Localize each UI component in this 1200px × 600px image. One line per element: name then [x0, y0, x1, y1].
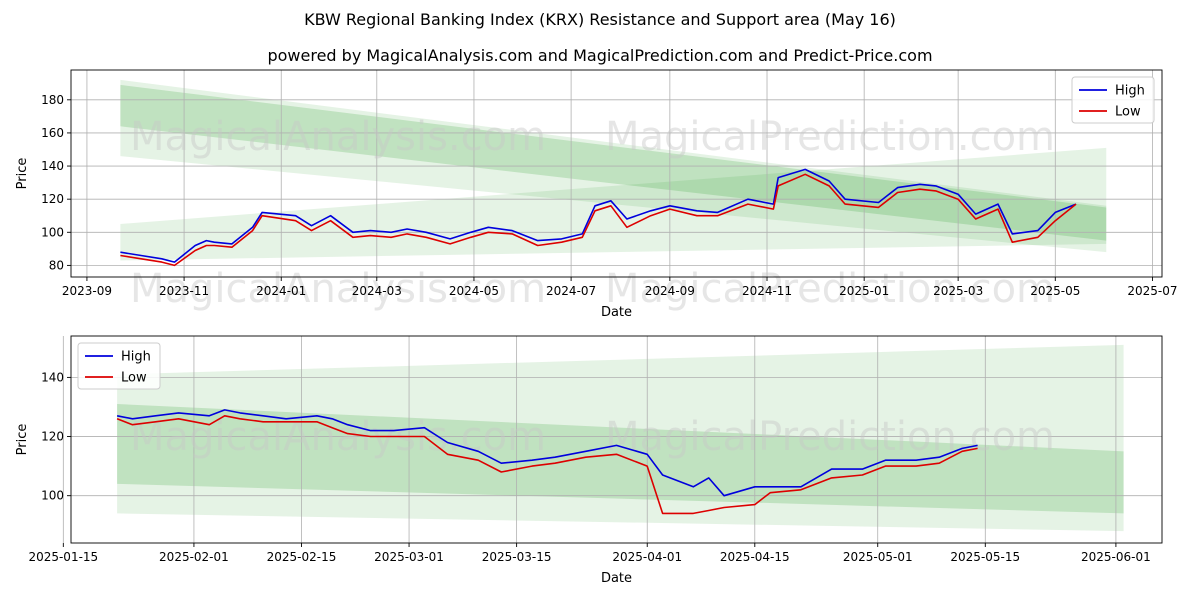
watermarks: MagicalAnalysis.com MagicalPrediction.com [130, 414, 1055, 460]
plot-frame [70, 69, 1163, 278]
legend-label-high: High [1115, 84, 1145, 99]
x-tick-label: 2023-11 [159, 284, 209, 298]
x-tick-label: 2023-09 [62, 284, 112, 298]
series-line-high [116, 409, 978, 497]
x-tick-label: 2024-03 [352, 284, 402, 298]
y-tick-label: 180 [41, 93, 64, 107]
y-axis-label: Price [15, 424, 30, 456]
recent-zoom-chart: MagicalAnalysis.com MagicalPrediction.com… [15, 335, 1163, 586]
watermark-text: MagicalAnalysis.com [130, 114, 546, 160]
x-tick-label: 2025-03-01 [374, 550, 444, 564]
band-layer [117, 344, 1124, 532]
x-tick-label: 2025-02-01 [159, 550, 229, 564]
y-axis-label: Price [15, 158, 30, 190]
y-tick-label: 80 [49, 258, 64, 272]
x-axis-label: Date [601, 305, 632, 320]
x-tick-label: 2025-04-01 [612, 550, 682, 564]
series-layer [116, 409, 978, 515]
series-layer [120, 168, 1077, 267]
legend: High Low [1071, 76, 1155, 124]
x-tick-label: 2024-07 [546, 284, 596, 298]
y-tick-label: 120 [41, 430, 64, 444]
x-tick-label: 2024-11 [742, 284, 792, 298]
y-tick-label: 160 [41, 126, 64, 140]
legend: High Low [77, 342, 161, 390]
y-tick-label: 140 [41, 159, 64, 173]
watermark-text: MagicalPrediction.com [605, 414, 1055, 460]
series-line-low [116, 415, 978, 515]
grid-lines [62, 336, 1162, 543]
x-axis-label: Date [601, 571, 632, 586]
series-line-low [120, 173, 1077, 267]
series-line-high [120, 168, 1077, 263]
chart-subtitle: powered by MagicalAnalysis.com and Magic… [267, 46, 933, 65]
band-resistance-inner [120, 84, 1107, 241]
band-resistance-outer [117, 344, 1124, 532]
chart-title: KBW Regional Banking Index (KRX) Resista… [304, 10, 896, 29]
watermarks: MagicalAnalysis.com MagicalPrediction.com… [130, 114, 1055, 312]
x-tick-label: 2025-07 [1127, 284, 1177, 298]
band-resistance-inner [117, 404, 1124, 514]
x-tick-label: 2025-05-15 [950, 550, 1020, 564]
x-tick-label: 2025-05-01 [843, 550, 913, 564]
y-tick-label: 100 [41, 489, 64, 503]
x-tick-label: 2025-05 [1030, 284, 1080, 298]
x-tick-label: 2025-02-15 [267, 550, 337, 564]
legend-label-low: Low [121, 371, 147, 386]
x-tick-label: 2025-03 [933, 284, 983, 298]
watermark-text: MagicalPrediction.com [605, 114, 1055, 160]
full-history-chart: MagicalAnalysis.com MagicalPrediction.com… [15, 69, 1178, 320]
legend-label-high: High [121, 350, 151, 365]
x-tick-label: 2024-01 [256, 284, 306, 298]
watermark-text: MagicalAnalysis.com [130, 266, 546, 312]
y-tick-label: 100 [41, 225, 64, 239]
legend-label-low: Low [1115, 105, 1141, 120]
x-tick-label: 2025-01 [839, 284, 889, 298]
x-tick-label: 2025-06-01 [1081, 550, 1151, 564]
x-tick-label: 2025-03-15 [482, 550, 552, 564]
grid-lines [71, 70, 1162, 277]
x-tick-label: 2025-04-15 [720, 550, 790, 564]
watermark-text: MagicalPrediction.com [605, 266, 1055, 312]
y-tick-label: 140 [41, 370, 64, 384]
x-tick-label: 2024-09 [645, 284, 695, 298]
x-tick-label: 2024-05 [449, 284, 499, 298]
plot-frame [70, 335, 1163, 544]
x-tick-label: 2025-01-15 [28, 550, 98, 564]
y-tick-label: 120 [41, 192, 64, 206]
